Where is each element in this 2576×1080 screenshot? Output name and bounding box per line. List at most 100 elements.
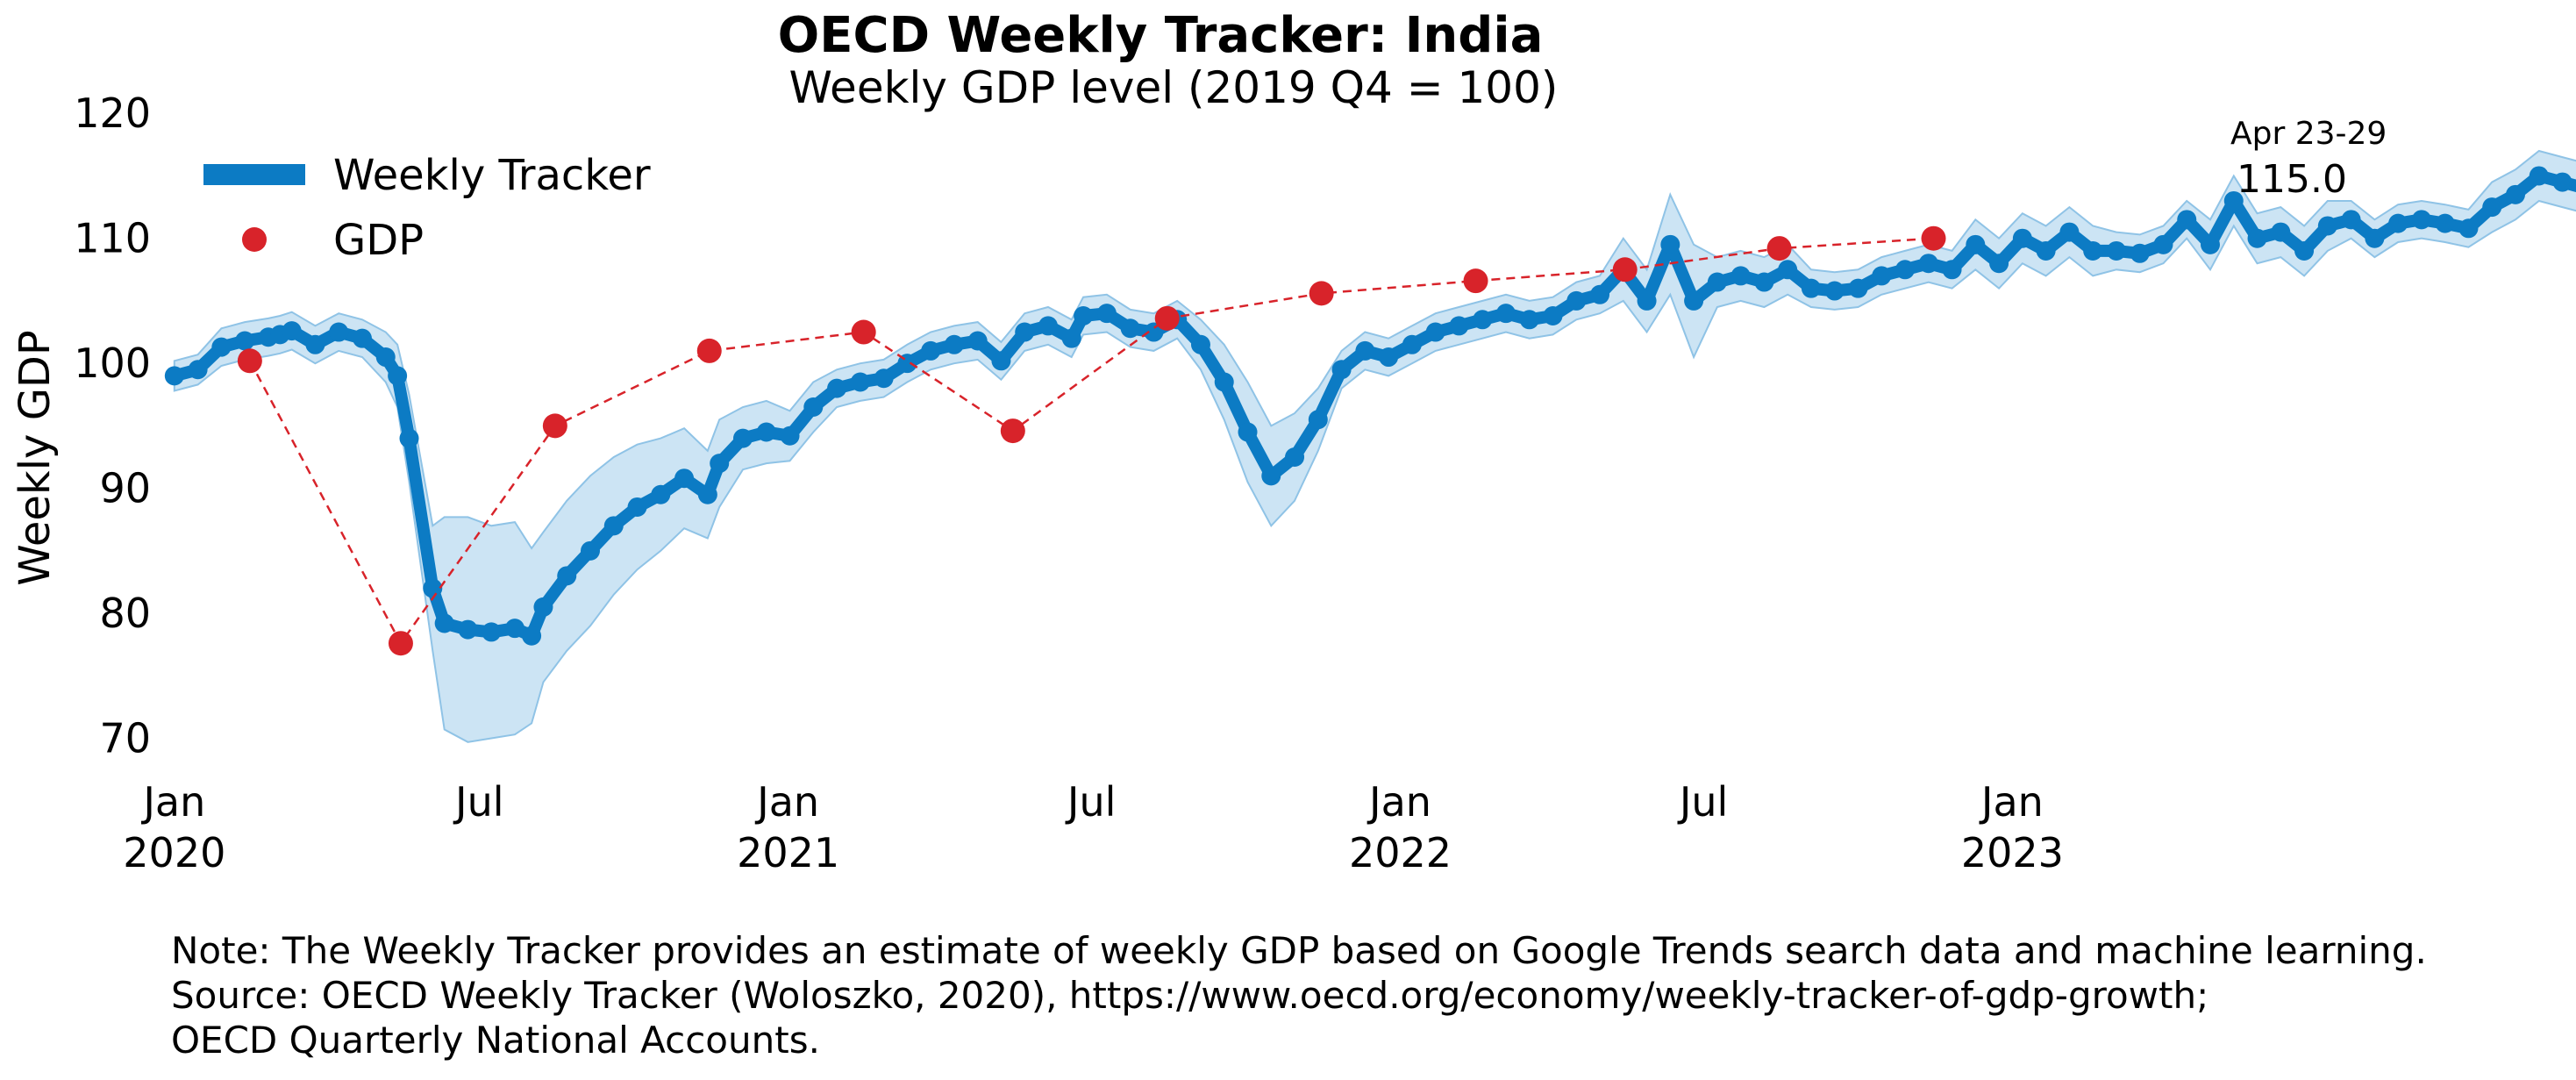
gdp-point (542, 413, 567, 439)
weekly-tracker-point (282, 321, 302, 341)
weekly-tracker-point (1261, 466, 1281, 486)
weekly-tracker-point (352, 328, 372, 348)
weekly-tracker-point (1379, 347, 1399, 368)
weekly-tracker-point (921, 340, 941, 361)
weekly-tracker-point (2365, 228, 2385, 248)
weekly-tracker-point (1684, 290, 1704, 311)
weekly-tracker-point (235, 331, 255, 351)
weekly-tracker-point (697, 484, 717, 504)
weekly-tracker-point (1824, 281, 1845, 301)
weekly-tracker-point (944, 334, 964, 354)
weekly-tracker-point (1061, 328, 1081, 348)
weekly-tracker-point (2505, 184, 2525, 204)
weekly-tracker-point (1778, 260, 1798, 280)
weekly-tracker-point (803, 397, 824, 418)
weekly-tracker-point (732, 428, 753, 448)
weekly-tracker-point (2435, 213, 2455, 233)
y-axis-label: Weekly GDP (11, 330, 60, 586)
legend-tracker-label: Weekly Tracker (333, 151, 651, 200)
chart-subtitle: Weekly GDP level (2019 Q4 = 100) (789, 62, 1559, 113)
weekly-tracker-point (482, 622, 502, 642)
y-tick-label: 70 (99, 715, 151, 762)
weekly-tracker-point (2529, 166, 2549, 186)
weekly-tracker-point (2106, 240, 2126, 261)
weekly-tracker-point (1660, 234, 1680, 254)
weekly-tracker-point (164, 366, 184, 386)
legend-gdp-label: GDP (333, 216, 424, 265)
gdp-point (1309, 281, 1334, 306)
y-tick-label: 80 (99, 590, 151, 637)
weekly-tracker-point (1966, 234, 1986, 254)
last-period-label: Apr 23-29 (2230, 116, 2387, 152)
weekly-tracker-point (780, 426, 800, 446)
weekly-tracker-point (1015, 322, 1035, 342)
x-tick-year-label: 2022 (1349, 829, 1452, 876)
weekly-tracker-point (2153, 234, 2173, 254)
gdp-points (237, 225, 1946, 656)
weekly-tracker-point (1707, 272, 1727, 292)
x-tick-label: Jul (1065, 778, 1117, 826)
weekly-tracker-point (2036, 240, 2056, 261)
x-tick-label: Jan (140, 778, 205, 826)
weekly-tracker-point (874, 368, 894, 389)
weekly-tracker-point (388, 366, 408, 386)
weekly-tracker-point (1096, 304, 1117, 324)
gdp-point (1154, 305, 1180, 331)
weekly-tracker-point (1754, 272, 1774, 292)
weekly-tracker-point (1989, 254, 2009, 274)
weekly-tracker-point (1308, 410, 1328, 430)
weekly-tracker-point (423, 578, 443, 598)
weekly-tracker-point (756, 422, 776, 442)
gdp-point (1921, 225, 1946, 251)
weekly-tracker-point (533, 597, 553, 617)
weekly-tracker-point (1730, 266, 1751, 286)
weekly-tracker-point (1285, 447, 1305, 467)
weekly-tracker-point (522, 626, 542, 646)
weekly-tracker-point (1190, 334, 1210, 354)
weekly-tracker-point (2012, 228, 2032, 248)
x-tick-label: Jan (1979, 778, 2044, 826)
weekly-tracker-point (1918, 254, 1938, 274)
weekly-tracker-point (2247, 228, 2267, 248)
gdp-point (1463, 268, 1488, 294)
weekly-tracker-point (1425, 322, 1445, 342)
gdp-point (1766, 236, 1792, 261)
weekly-tracker-point (1872, 266, 1892, 286)
weekly-tracker-point (581, 540, 601, 561)
weekly-tracker-point (1402, 334, 1422, 354)
weekly-tracker-point (850, 372, 870, 392)
weekly-tracker-point (1543, 306, 1563, 326)
weekly-tracker-point (1355, 340, 1375, 361)
weekly-tracker-point (1144, 322, 1164, 342)
y-axis-ticks: 70 80 90 100 110 120 (74, 89, 151, 762)
weekly-tracker-point (651, 484, 671, 504)
weekly-tracker-point (1495, 304, 1516, 324)
x-tick-year-label: 2023 (1961, 829, 2064, 876)
weekly-tracker-point (967, 331, 988, 351)
weekly-tracker-point (305, 334, 325, 354)
weekly-tracker-point (2130, 243, 2150, 263)
gdp-point (696, 338, 722, 363)
weekly-tracker-point (2059, 222, 2080, 242)
weekly-tracker-point (2271, 222, 2291, 242)
weekly-tracker-point (1566, 290, 1587, 311)
weekly-tracker-point (1449, 316, 1469, 336)
y-tick-label: 110 (74, 215, 151, 262)
weekly-tracker-point (2341, 210, 2361, 230)
y-tick-label: 120 (74, 89, 151, 137)
weekly-tracker-point (399, 428, 419, 448)
weekly-tracker-point (1848, 278, 1868, 298)
weekly-tracker-points (164, 166, 2572, 646)
weekly-tracker-point (2201, 234, 2220, 254)
weekly-tracker-point (1074, 306, 1094, 326)
weekly-tracker-point (603, 516, 624, 536)
weekly-tracker-point (2294, 240, 2315, 261)
weekly-tracker-point (434, 613, 454, 633)
legend: Weekly Tracker GDP (203, 151, 651, 265)
weekly-tracker-point (458, 619, 478, 640)
weekly-tracker-point (2411, 210, 2431, 230)
x-tick-year-label: 2021 (737, 829, 839, 876)
gdp-connector-line (248, 237, 1934, 646)
gdp-point (1612, 257, 1638, 283)
